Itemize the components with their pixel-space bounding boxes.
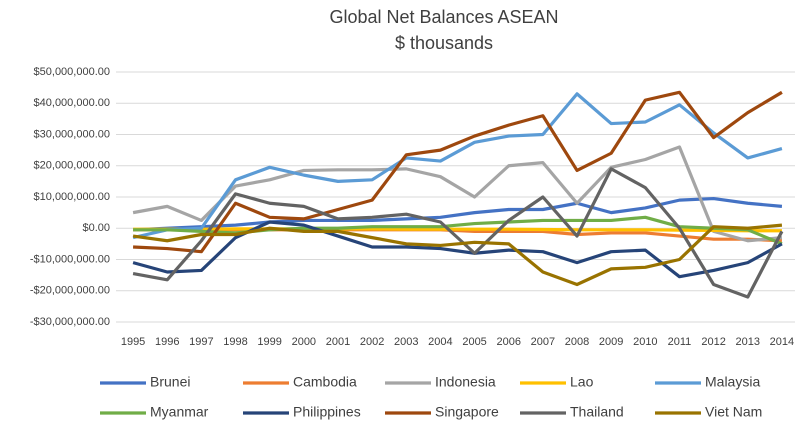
x-tick-label: 2009 (599, 336, 623, 348)
series-line (132, 145, 783, 243)
x-tick-label: 2013 (736, 336, 760, 348)
chart-title: Global Net Balances ASEAN (329, 7, 558, 27)
legend-label: Singapore (435, 404, 499, 420)
legend-label: Philippines (293, 404, 361, 420)
x-tick-label: 2010 (633, 336, 657, 348)
x-tick-label: 1996 (155, 336, 179, 348)
legend-label: Viet Nam (705, 404, 762, 420)
legend-label: Indonesia (435, 374, 496, 390)
y-tick-label: $30,000,000.00 (34, 128, 110, 140)
series-line (133, 90, 783, 254)
legend-label: Myanmar (150, 404, 209, 420)
x-tick-label: 2008 (565, 336, 589, 348)
legend-label: Malaysia (705, 374, 760, 390)
y-tick-label: $0.00 (82, 222, 110, 234)
x-tick-label: 2014 (770, 336, 794, 348)
legend-label: Brunei (150, 374, 190, 390)
x-tick-label: 2004 (428, 336, 452, 348)
legend-label: Lao (570, 374, 594, 390)
x-tick-label: 2002 (360, 336, 384, 348)
y-tick-label: -$10,000,000.00 (30, 253, 110, 265)
x-tick-label: 2007 (531, 336, 555, 348)
series-line (132, 223, 783, 287)
x-tick-label: 2011 (668, 336, 692, 348)
x-tick-label: 1997 (189, 336, 213, 348)
x-tick-label: 2000 (292, 336, 316, 348)
x-tick-label: 2001 (326, 336, 350, 348)
x-tick-label: 1999 (257, 336, 281, 348)
y-tick-label: -$30,000,000.00 (30, 316, 110, 328)
y-tick-label: $10,000,000.00 (34, 191, 110, 203)
y-tick-label: $20,000,000.00 (34, 160, 110, 172)
x-tick-label: 2003 (394, 336, 418, 348)
y-tick-label: -$20,000,000.00 (30, 285, 110, 297)
x-tick-label: 1995 (121, 336, 145, 348)
x-tick-label: 2006 (496, 336, 520, 348)
legend-label: Cambodia (293, 374, 357, 390)
y-tick-label: $40,000,000.00 (34, 97, 110, 109)
chart-subtitle: $ thousands (395, 33, 493, 53)
x-tick-label: 2005 (462, 336, 486, 348)
x-tick-label: 1998 (223, 336, 247, 348)
x-tick-label: 2012 (701, 336, 725, 348)
series-line (132, 167, 784, 299)
series-line (133, 227, 782, 233)
series-line (132, 92, 783, 240)
y-tick-label: $50,000,000.00 (34, 66, 110, 78)
series-line (133, 196, 783, 232)
legend-label: Thailand (570, 404, 624, 420)
